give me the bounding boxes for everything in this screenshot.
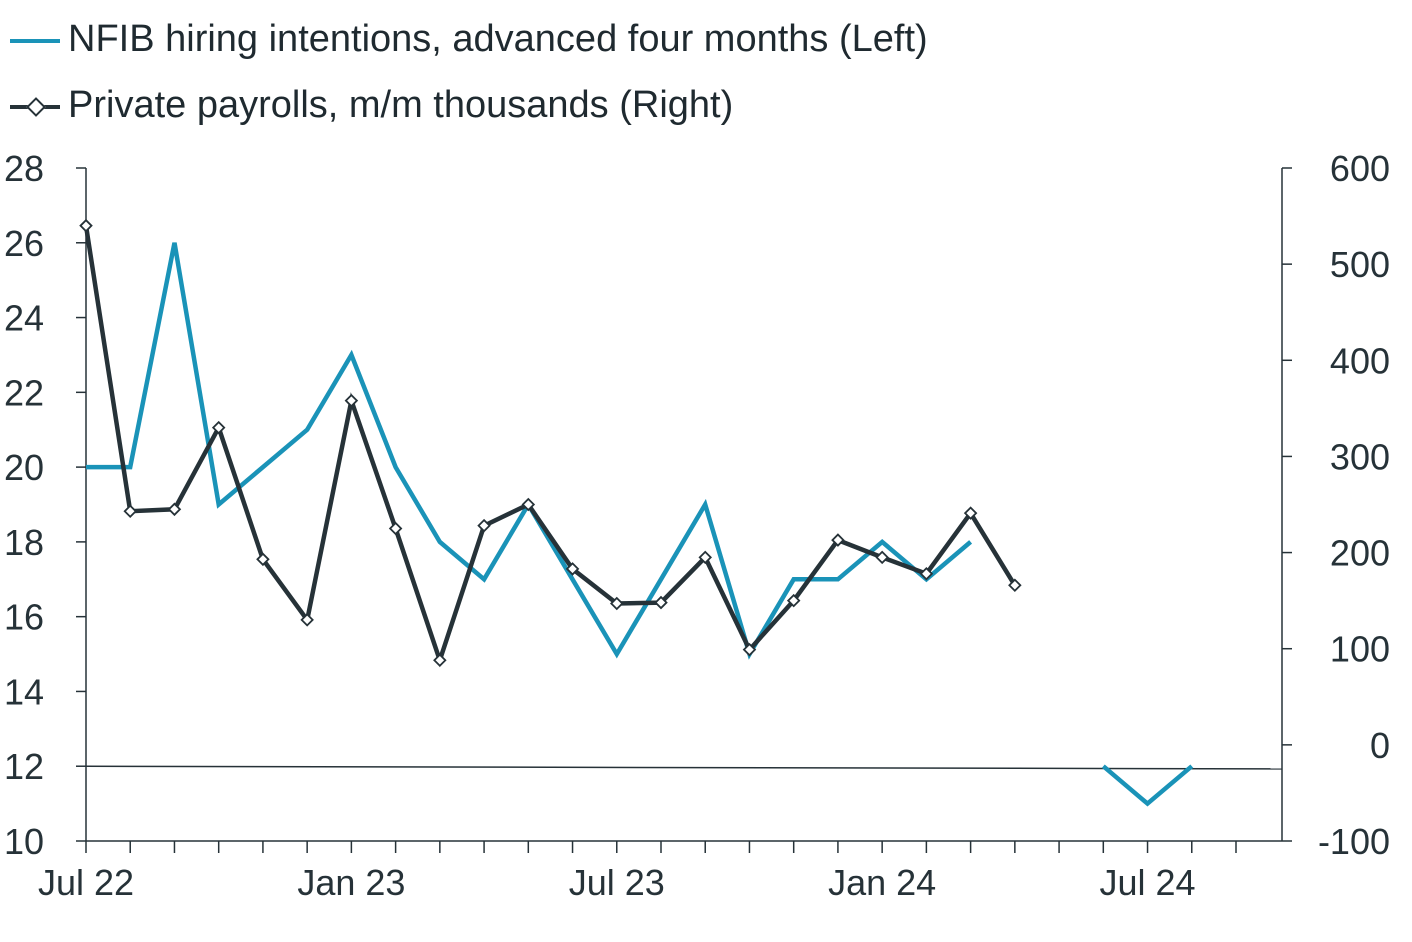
payrolls-data-point xyxy=(698,550,713,565)
reference-line xyxy=(85,765,1283,770)
left-tick-label: 22 xyxy=(4,372,44,413)
payrolls-data-point xyxy=(786,593,801,608)
series-line-payrolls xyxy=(83,225,1017,668)
left-tick-label: 28 xyxy=(4,148,44,189)
right-tick-label: 0 xyxy=(1370,725,1390,766)
left-tick-label: 26 xyxy=(4,223,44,264)
right-tick-label: 500 xyxy=(1330,244,1390,285)
right-tick-label: 400 xyxy=(1330,340,1390,381)
payrolls-data-point xyxy=(79,218,93,233)
right-tick-label: 100 xyxy=(1330,629,1390,670)
x-tick-label: Jul 24 xyxy=(1099,862,1195,903)
left-tick-label: 20 xyxy=(4,447,44,488)
left-tick-label: 18 xyxy=(4,522,44,563)
x-tick-label: Jan 23 xyxy=(297,862,405,903)
left-tick-label: 14 xyxy=(4,671,44,712)
payrolls-data-point xyxy=(654,595,668,610)
left-tick-label: 24 xyxy=(4,298,44,339)
x-tick-label: Jul 22 xyxy=(38,862,134,903)
payrolls-data-point xyxy=(521,497,536,512)
x-tick-label: Jan 24 xyxy=(828,862,936,903)
x-tick-label: Jul 23 xyxy=(569,862,665,903)
payrolls-data-point xyxy=(433,653,447,668)
payrolls-data-point xyxy=(300,613,314,627)
right-tick-label: 300 xyxy=(1330,436,1390,477)
right-tick-label: -100 xyxy=(1318,821,1390,862)
payrolls-data-point xyxy=(963,506,978,520)
legend-swatch-nfib xyxy=(10,25,60,55)
payrolls-data-point xyxy=(123,504,138,519)
legend-swatch-payrolls xyxy=(10,91,60,121)
right-tick-label: 200 xyxy=(1330,533,1390,574)
left-tick-label: 10 xyxy=(4,821,44,862)
payrolls-data-point xyxy=(565,562,580,576)
payrolls-data-point xyxy=(211,420,226,435)
payrolls-data-point xyxy=(256,552,270,567)
payrolls-data-point xyxy=(919,566,934,581)
payrolls-data-point xyxy=(167,502,182,517)
legend-label-nfib: NFIB hiring intentions, advanced four mo… xyxy=(68,18,928,60)
left-tick-label: 16 xyxy=(4,597,44,638)
payrolls-data-point xyxy=(344,393,359,408)
payrolls-data-point xyxy=(1008,578,1022,593)
payrolls-data-point xyxy=(742,642,757,657)
payrolls-data-point xyxy=(831,533,845,547)
legend-label-payrolls: Private payrolls, m/m thousands (Right) xyxy=(68,84,734,126)
payrolls-data-point xyxy=(477,518,491,533)
right-tick-label: 600 xyxy=(1330,148,1390,189)
legend-item-nfib: NFIB hiring intentions, advanced four mo… xyxy=(10,18,928,61)
left-tick-label: 12 xyxy=(4,746,44,787)
legend-item-payrolls: Private payrolls, m/m thousands (Right) xyxy=(10,84,733,127)
payrolls-data-point xyxy=(388,521,403,536)
payrolls-data-point xyxy=(875,550,889,565)
payrolls-data-point xyxy=(609,596,624,611)
